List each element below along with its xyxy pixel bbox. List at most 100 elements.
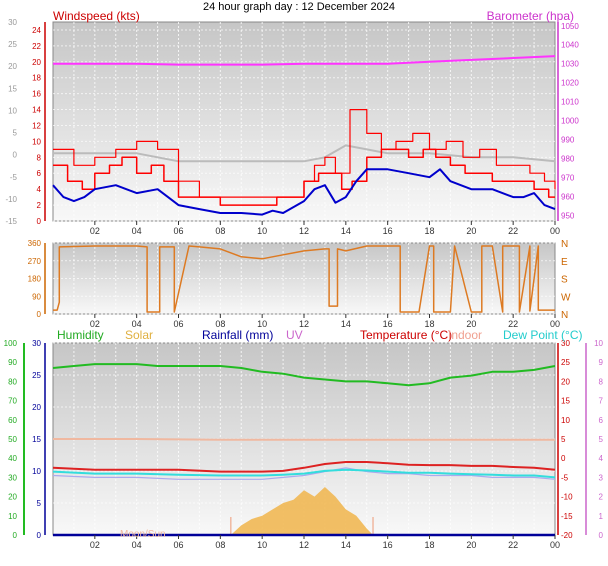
uv-y-tick-label: 6 — [599, 416, 604, 425]
x-tick-label: 06 — [173, 319, 183, 329]
humidity-y-tick-label: 20 — [8, 493, 17, 502]
outer-y-tick-label: 10 — [8, 106, 17, 115]
rainfall-y-tick-label: 10 — [32, 467, 41, 476]
barometer-y-tick-label: 1020 — [561, 79, 579, 88]
outer-y-tick-label: 20 — [8, 62, 17, 71]
x-tick-label: 00 — [550, 540, 560, 550]
humidity-y-tick-label: 100 — [4, 339, 18, 348]
x-tick-label: 04 — [132, 540, 142, 550]
temperature-y-tick-label: -5 — [561, 473, 569, 482]
chart-title: 24 hour graph day : 12 December 2024 — [203, 1, 395, 13]
wind-y-tick-label: 8 — [37, 153, 42, 162]
temperature-y-tick-label: -15 — [561, 512, 573, 521]
barometer-y-tick-label: 1040 — [561, 41, 579, 50]
rainfall-y-tick-label: 20 — [32, 403, 41, 412]
humidity-y-tick-label: 90 — [8, 358, 17, 367]
temperature-y-tick-label: 5 — [561, 435, 566, 444]
barometer-y-tick-label: 980 — [561, 154, 575, 163]
x-tick-label: 16 — [383, 226, 393, 236]
x-tick-label: 02 — [90, 226, 100, 236]
x-tick-label: 06 — [173, 540, 183, 550]
wind-y-tick-label: 10 — [32, 137, 41, 146]
temperature-y-tick-label: 25 — [561, 358, 570, 367]
barometer-y-tick-label: 950 — [561, 211, 575, 220]
legend-indoor: Indoor — [448, 328, 482, 342]
uv-y-tick-label: 8 — [599, 377, 604, 386]
temperature-y-tick-label: -10 — [561, 493, 573, 502]
outer-y-tick-label: 5 — [13, 129, 18, 138]
wind-y-tick-label: 24 — [32, 26, 41, 35]
legend-temperature: Temperature (°C) — [360, 328, 452, 342]
x-tick-label: 12 — [299, 226, 309, 236]
legend-rainfall: Rainfall (mm) — [202, 328, 273, 342]
humidity-y-tick-label: 70 — [8, 397, 17, 406]
temperature-y-tick-label: 0 — [561, 454, 566, 463]
x-tick-label: 14 — [341, 319, 351, 329]
direction-y-tick-label: 0 — [37, 310, 42, 319]
outer-y-tick-label: -15 — [5, 217, 17, 226]
wind-y-tick-label: 20 — [32, 58, 41, 67]
wind-y-tick-label: 14 — [32, 106, 41, 115]
barometer-axis-label: Barometer (hpa) — [487, 9, 574, 23]
rainfall-y-tick-label: 30 — [32, 339, 41, 348]
windspeed-axis-label: Windspeed (kts) — [53, 9, 140, 23]
barometer-y-tick-label: 1050 — [561, 22, 579, 31]
x-tick-label: 20 — [466, 226, 476, 236]
uv-y-tick-label: 1 — [599, 512, 604, 521]
wind-y-tick-label: 16 — [32, 90, 41, 99]
x-tick-label: 14 — [341, 540, 351, 550]
barometer-y-tick-label: 970 — [561, 173, 575, 182]
uv-y-tick-label: 9 — [599, 358, 604, 367]
x-tick-label: 00 — [550, 226, 560, 236]
direction-y-tick-label: 90 — [32, 292, 41, 301]
compass-tick-label: N — [561, 239, 568, 250]
rainfall-y-tick-label: 25 — [32, 371, 41, 380]
compass-tick-label: S — [561, 275, 568, 286]
x-tick-label: 02 — [90, 540, 100, 550]
x-tick-label: 18 — [424, 226, 434, 236]
compass-tick-label: W — [561, 292, 571, 303]
humidity-y-tick-label: 50 — [8, 435, 17, 444]
rainfall-y-tick-label: 0 — [37, 531, 42, 540]
direction-y-tick-label: 270 — [28, 257, 42, 266]
x-tick-label: 14 — [341, 226, 351, 236]
series-indoor-line — [53, 439, 555, 440]
legend-humidity: Humidity — [57, 328, 104, 342]
compass-tick-label: N — [561, 310, 568, 321]
humidity-y-tick-label: 10 — [8, 512, 17, 521]
outer-y-tick-label: 0 — [13, 151, 18, 160]
outer-y-tick-label: -10 — [5, 195, 17, 204]
uv-y-tick-label: 3 — [599, 473, 604, 482]
direction-y-tick-label: 180 — [28, 275, 42, 284]
outer-y-tick-label: 25 — [8, 40, 17, 49]
x-tick-label: 12 — [299, 540, 309, 550]
moon-sun-annotation: Moon/Sun — [120, 529, 166, 540]
x-tick-label: 04 — [132, 226, 142, 236]
humidity-y-tick-label: 0 — [13, 531, 18, 540]
humidity-y-tick-label: 30 — [8, 473, 17, 482]
temperature-y-tick-label: 15 — [561, 397, 570, 406]
x-tick-label: 10 — [257, 540, 267, 550]
x-tick-label: 08 — [215, 226, 225, 236]
rainfall-y-tick-label: 15 — [32, 435, 41, 444]
wind-y-tick-label: 18 — [32, 74, 41, 83]
temperature-y-tick-label: -20 — [561, 531, 573, 540]
barometer-y-tick-label: 1030 — [561, 60, 579, 69]
x-tick-label: 08 — [215, 540, 225, 550]
compass-tick-label: E — [561, 257, 568, 268]
rainfall-y-tick-label: 5 — [37, 499, 42, 508]
x-tick-label: 18 — [424, 540, 434, 550]
humidity-y-tick-label: 60 — [8, 416, 17, 425]
barometer-y-tick-label: 960 — [561, 192, 575, 201]
wind-y-tick-label: 22 — [32, 42, 41, 51]
uv-y-tick-label: 5 — [599, 435, 604, 444]
wind-y-tick-label: 0 — [37, 217, 42, 226]
legend-uv: UV — [286, 328, 303, 342]
x-tick-label: 20 — [466, 540, 476, 550]
humidity-y-tick-label: 80 — [8, 377, 17, 386]
x-tick-label: 06 — [173, 226, 183, 236]
outer-y-tick-label: 30 — [8, 18, 17, 27]
barometer-y-tick-label: 1000 — [561, 117, 579, 126]
